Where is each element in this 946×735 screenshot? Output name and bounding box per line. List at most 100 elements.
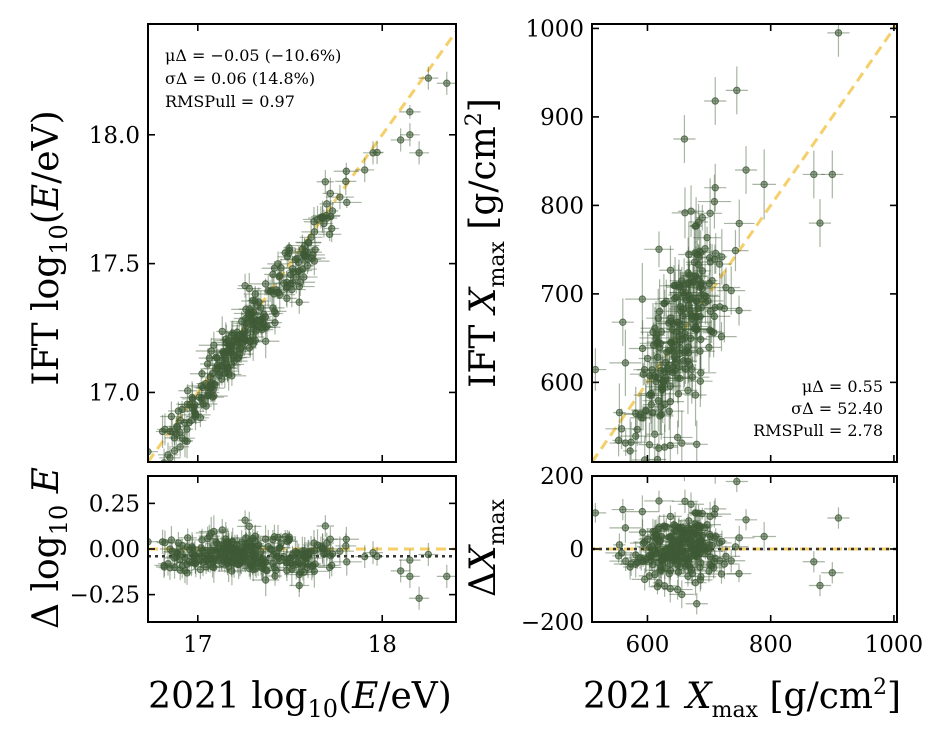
xmax-main-marker-177 (656, 339, 665, 348)
xmax-main-point-231 (725, 66, 748, 115)
xmax-main-marker-15 (632, 432, 640, 440)
xmax-main-point-173 (659, 316, 675, 388)
xmax-main-point-223 (681, 246, 696, 321)
xmax-main-marker-176 (715, 260, 724, 268)
xmax-residual-marker-231 (733, 477, 741, 486)
xmax-residual-point-219 (640, 518, 666, 545)
xmax-residual-point-166 (706, 531, 718, 560)
xmax-main-marker-200 (678, 439, 686, 447)
energy-residual-marker-194 (246, 560, 255, 569)
energy-residual-marker-189 (336, 547, 344, 555)
energy-main-marker-193 (320, 219, 328, 228)
xmax-residual-marker-166 (708, 541, 716, 550)
xmax-residual-point-179 (631, 547, 660, 573)
xmax-main-point-215 (681, 279, 711, 323)
energy-main-point-207 (199, 381, 228, 411)
xmax-residual-point-157 (688, 505, 702, 520)
energy-residual-marker-259 (203, 551, 212, 560)
energy-main-marker-249 (178, 405, 186, 414)
energy-residual-point-248 (242, 548, 270, 578)
energy-main-marker-217 (173, 423, 182, 431)
energy-main-marker-125 (183, 400, 192, 408)
xmax-residual-marker-70 (653, 583, 662, 591)
xmax-residual-point-231 (725, 476, 748, 493)
xmax-main-marker-218 (669, 363, 678, 371)
energy-main-point-222 (217, 365, 247, 386)
xmax-main-marker-219 (649, 328, 657, 336)
xmax-residual-marker-241 (693, 600, 701, 608)
xmax-main-point-193 (691, 264, 711, 327)
xmax-main-point-171 (692, 254, 713, 323)
energy-main-point-148 (178, 407, 201, 438)
xmax-main-point-71 (625, 263, 660, 336)
energy-residual-marker-244 (233, 541, 241, 549)
xmax-residual-point-197 (609, 512, 642, 543)
xmax-residual-marker-235 (828, 569, 837, 577)
xmax-main-point-73 (693, 255, 711, 286)
energy-residual-marker-215 (223, 557, 232, 566)
xmax-residual-panel: 600 800 1000 −200 0 200 (521, 464, 923, 658)
energy-residual-marker-193 (320, 550, 328, 558)
energy-residual-marker-264 (406, 572, 414, 581)
xmax-main-point-62 (652, 434, 665, 462)
xmax-main-marker-208 (706, 307, 715, 315)
energy-main-marker-171 (236, 350, 244, 358)
xmax-main-marker-190 (674, 374, 682, 382)
energy-residual-point-160 (268, 566, 283, 586)
energy-residual-marker-207 (210, 563, 218, 572)
energy-main-marker-207 (210, 392, 218, 400)
energy-main-point-254 (206, 350, 237, 381)
xmax-residual-point-240 (630, 549, 653, 571)
xmax-main-marker-85 (649, 409, 657, 417)
xmax-main-marker-73 (698, 267, 707, 275)
energy-main-marker-242 (301, 241, 309, 250)
xmax-residual-point-161 (662, 574, 678, 603)
energy-stats: μΔ = −0.05 (−10.6%) σΔ = 0.06 (14.8%) RM… (165, 46, 341, 111)
energy-main-point-234 (317, 227, 342, 242)
xmax-residual-marker-195 (716, 557, 724, 565)
energy-main-point-61 (333, 162, 359, 180)
xmax-main-point-221 (678, 344, 698, 379)
energy-main-marker-146 (328, 207, 337, 215)
xmax-residual-marker-136 (697, 572, 705, 581)
xmax-main-point-185 (671, 187, 699, 239)
energy-main-point-230 (312, 206, 330, 229)
xmax-main-marker-203 (651, 373, 659, 381)
energy-main-marker-158 (183, 437, 191, 445)
xmax-main-marker-47 (592, 365, 600, 374)
xmax-main-point-122 (629, 362, 657, 386)
energy-residual-marker-247 (164, 560, 172, 568)
xmax-main-point-237 (734, 146, 758, 194)
xmax-residual-marker-209 (702, 544, 710, 553)
xmax-main-point-240 (630, 393, 653, 442)
energy-main-point-242 (290, 238, 320, 253)
energy-residual-marker-243 (277, 539, 285, 547)
xmax-main-marker-228 (674, 283, 683, 291)
energy-residual-point-223 (316, 515, 335, 537)
xmax-main-marker-240 (637, 414, 645, 422)
energy-residual-marker-34 (241, 516, 249, 524)
xmax-main-marker-103 (653, 353, 662, 361)
energy-residual-marker-200 (270, 550, 278, 559)
energy-residual-point-243 (271, 532, 291, 554)
xmax-main-marker-159 (644, 354, 652, 363)
xmax-residual-marker-206 (717, 570, 726, 578)
xmax-main-marker-214 (684, 343, 692, 351)
energy-residual-marker-111 (245, 522, 253, 531)
xmax-main-point-196 (613, 421, 649, 462)
xmax-main-marker-239 (619, 318, 627, 326)
xmax-residual-point-101 (722, 536, 749, 558)
xmax-residual-marker-184 (638, 528, 647, 536)
xmax-residual-point-100 (659, 505, 682, 528)
energy-main-marker-222 (228, 372, 236, 380)
xmax-main-point-9 (717, 266, 746, 315)
energy-main-marker-258 (166, 427, 174, 435)
energy-residual-marker-263 (396, 567, 405, 575)
xmax-residual-point-191 (698, 549, 731, 573)
energy-residual-point-227 (263, 544, 294, 573)
energy-main-marker-143 (203, 360, 212, 368)
energy-main-marker-264 (406, 131, 414, 139)
energy-residual-point-259 (196, 541, 219, 570)
xmax-residual-marker-47 (592, 509, 600, 517)
energy-residual-point-143 (199, 526, 216, 551)
